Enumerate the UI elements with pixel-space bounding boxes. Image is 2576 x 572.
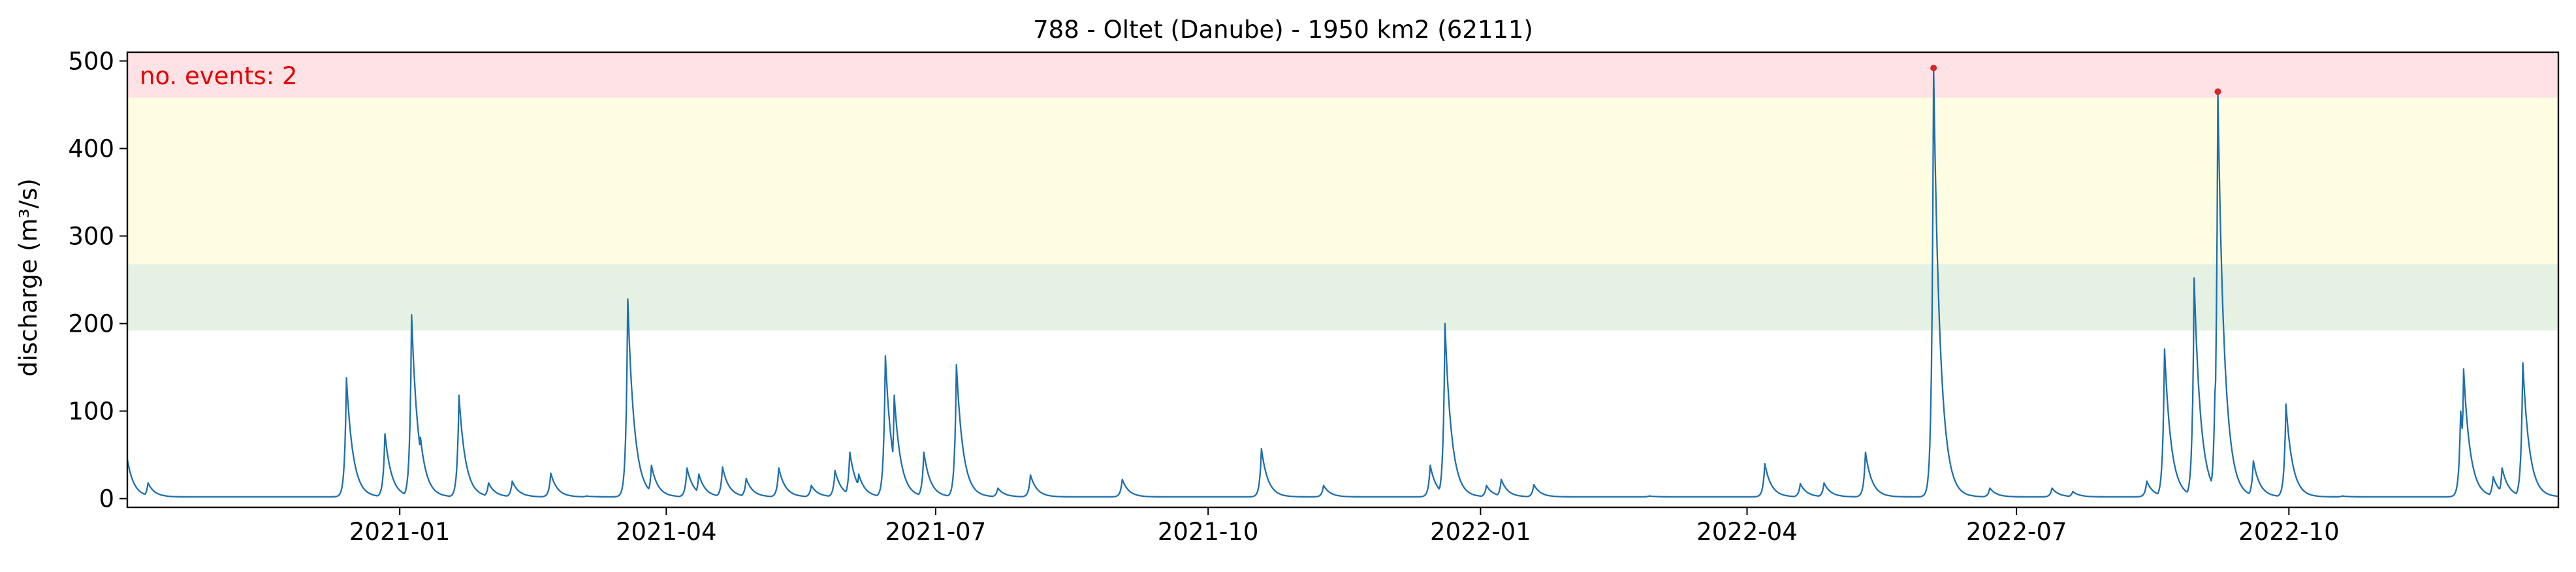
threshold-band-2 xyxy=(127,97,2558,264)
x-tick-label: 2021-07 xyxy=(885,518,987,546)
x-tick-label: 2021-10 xyxy=(1158,518,1259,546)
threshold-band-1 xyxy=(127,264,2558,331)
y-axis-label: discharge (m³/s) xyxy=(14,178,42,377)
event-marker xyxy=(2214,88,2221,95)
y-tick-label: 200 xyxy=(68,310,114,338)
event-markers xyxy=(1930,65,2221,95)
y-tick-label: 100 xyxy=(68,398,114,426)
y-axis: 0 100 200 300 400 500 xyxy=(68,47,127,513)
x-tick-label: 2022-07 xyxy=(1966,518,2067,546)
y-tick-label: 400 xyxy=(68,135,114,163)
y-tick-label: 0 xyxy=(99,485,114,513)
plot-frame xyxy=(126,51,2560,509)
event-marker xyxy=(1930,65,1937,72)
y-tick-label: 500 xyxy=(68,47,114,75)
threshold-band-3 xyxy=(127,52,2558,98)
threshold-bands xyxy=(127,52,2558,331)
x-tick-label: 2022-10 xyxy=(2238,518,2340,546)
y-tick-label: 300 xyxy=(68,222,114,250)
discharge-series-1 xyxy=(126,67,2559,498)
x-tick-label: 2022-04 xyxy=(1696,518,1798,546)
x-tick-label: 2021-01 xyxy=(349,518,451,546)
line-layer xyxy=(126,67,2559,498)
event-count-annotation: no. events: 2 xyxy=(140,62,297,90)
x-tick-label: 2022-01 xyxy=(1430,518,1531,546)
chart-title: 788 - Oltet (Danube) - 1950 km2 (62111) xyxy=(1033,16,1533,44)
x-tick-label: 2021-04 xyxy=(616,518,717,546)
x-axis: 2021-01 2021-04 2021-07 2021-10 2022-01 2022-… xyxy=(349,507,2340,546)
